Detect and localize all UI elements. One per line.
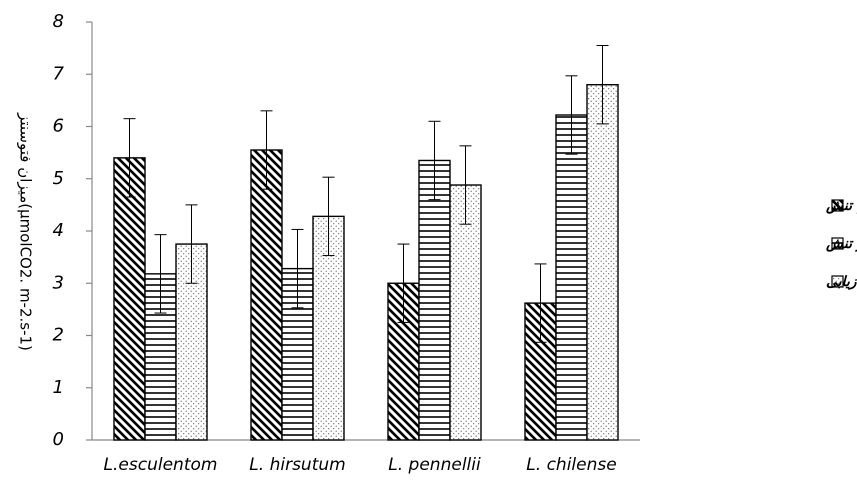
legend-label: بازیابی xyxy=(826,274,857,290)
x-tick-label: L. hirsutum xyxy=(249,455,345,475)
bars xyxy=(113,83,619,441)
x-tick-labels: L.esculentom L. hirsutum L. pennellii L. ch… xyxy=(104,455,617,475)
y-axis-label: میزان فتوسنتز(µmolCO2. m-2.s-1) xyxy=(17,112,35,351)
legend-swatch xyxy=(831,275,844,288)
legend-label: ۲۰ روز بعد از تنش xyxy=(825,236,857,252)
bar-lhirsutum-series-1 xyxy=(250,149,283,441)
error-bars xyxy=(123,45,609,343)
legend-swatch xyxy=(831,237,844,250)
y-tick-label: 8 xyxy=(53,11,64,32)
legend-swatch xyxy=(831,199,844,212)
x-tick-label: L. chilense xyxy=(526,455,616,475)
legend: عدم تنش ۲۰ روز بعد از تنش بازیابی xyxy=(825,198,857,290)
y-tick-label: 7 xyxy=(53,63,65,84)
y-tick-label: 5 xyxy=(53,168,64,189)
bar-lesculentom-series-1 xyxy=(113,157,146,441)
bar-lchilense-series-2 xyxy=(555,114,588,441)
bar-lchilense-series-3 xyxy=(586,83,619,441)
x-tick-label: L.esculentom xyxy=(104,455,218,475)
y-tick-label: 6 xyxy=(53,116,64,137)
y-tick-label: 3 xyxy=(53,272,64,293)
bar-lpennellii-series-2 xyxy=(418,159,451,441)
x-tick-label: L. pennellii xyxy=(388,455,481,475)
y-tick-label: 4 xyxy=(53,220,64,241)
y-ticks: 0 1 2 3 4 5 6 7 8 xyxy=(53,11,92,450)
y-tick-label: 1 xyxy=(53,377,64,398)
y-tick-label: 0 xyxy=(53,429,64,450)
y-tick-label: 2 xyxy=(53,325,64,346)
legend-label: عدم تنش xyxy=(825,198,857,214)
